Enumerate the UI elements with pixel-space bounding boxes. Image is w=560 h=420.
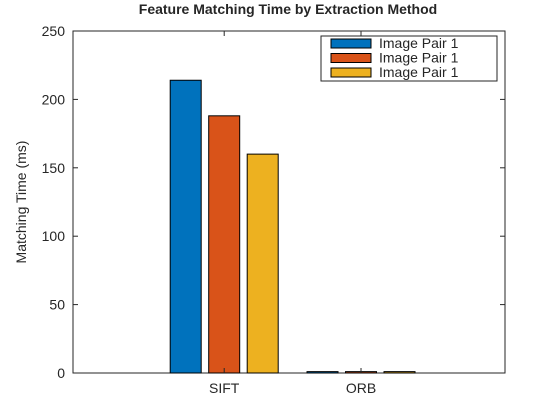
y-tick-label: 0 (57, 365, 65, 381)
y-tick-label: 150 (42, 160, 66, 176)
bar-orb-series-1 (306, 371, 339, 374)
chart-title: Feature Matching Time by Extraction Meth… (139, 1, 437, 17)
x-tick-label: ORB (346, 380, 376, 396)
plot-area (72, 30, 506, 374)
legend-swatch (330, 53, 372, 63)
x-tick-label: SIFT (209, 380, 240, 396)
x-axis: SIFT ORB (209, 31, 376, 396)
bar-sift-series-3 (246, 153, 279, 374)
y-tick-label: 100 (42, 228, 66, 244)
bar-sift-series-1 (169, 79, 202, 374)
bar-sift-series-2 (208, 115, 241, 374)
legend-label: Image Pair 1 (379, 50, 459, 66)
legend-swatch (330, 67, 372, 78)
legend-label: Image Pair 1 (379, 64, 459, 80)
bar-orb-series-3 (383, 371, 416, 374)
legend-label: Image Pair 1 (379, 35, 459, 51)
y-tick-label: 200 (42, 91, 66, 107)
bars-group (169, 79, 416, 374)
y-axis: 0 50 100 150 200 250 (42, 23, 505, 381)
y-tick-label: 50 (49, 297, 65, 313)
y-axis-label: Matching Time (ms) (13, 141, 29, 264)
y-tick-label: 250 (42, 23, 66, 39)
legend-swatch (330, 38, 372, 49)
